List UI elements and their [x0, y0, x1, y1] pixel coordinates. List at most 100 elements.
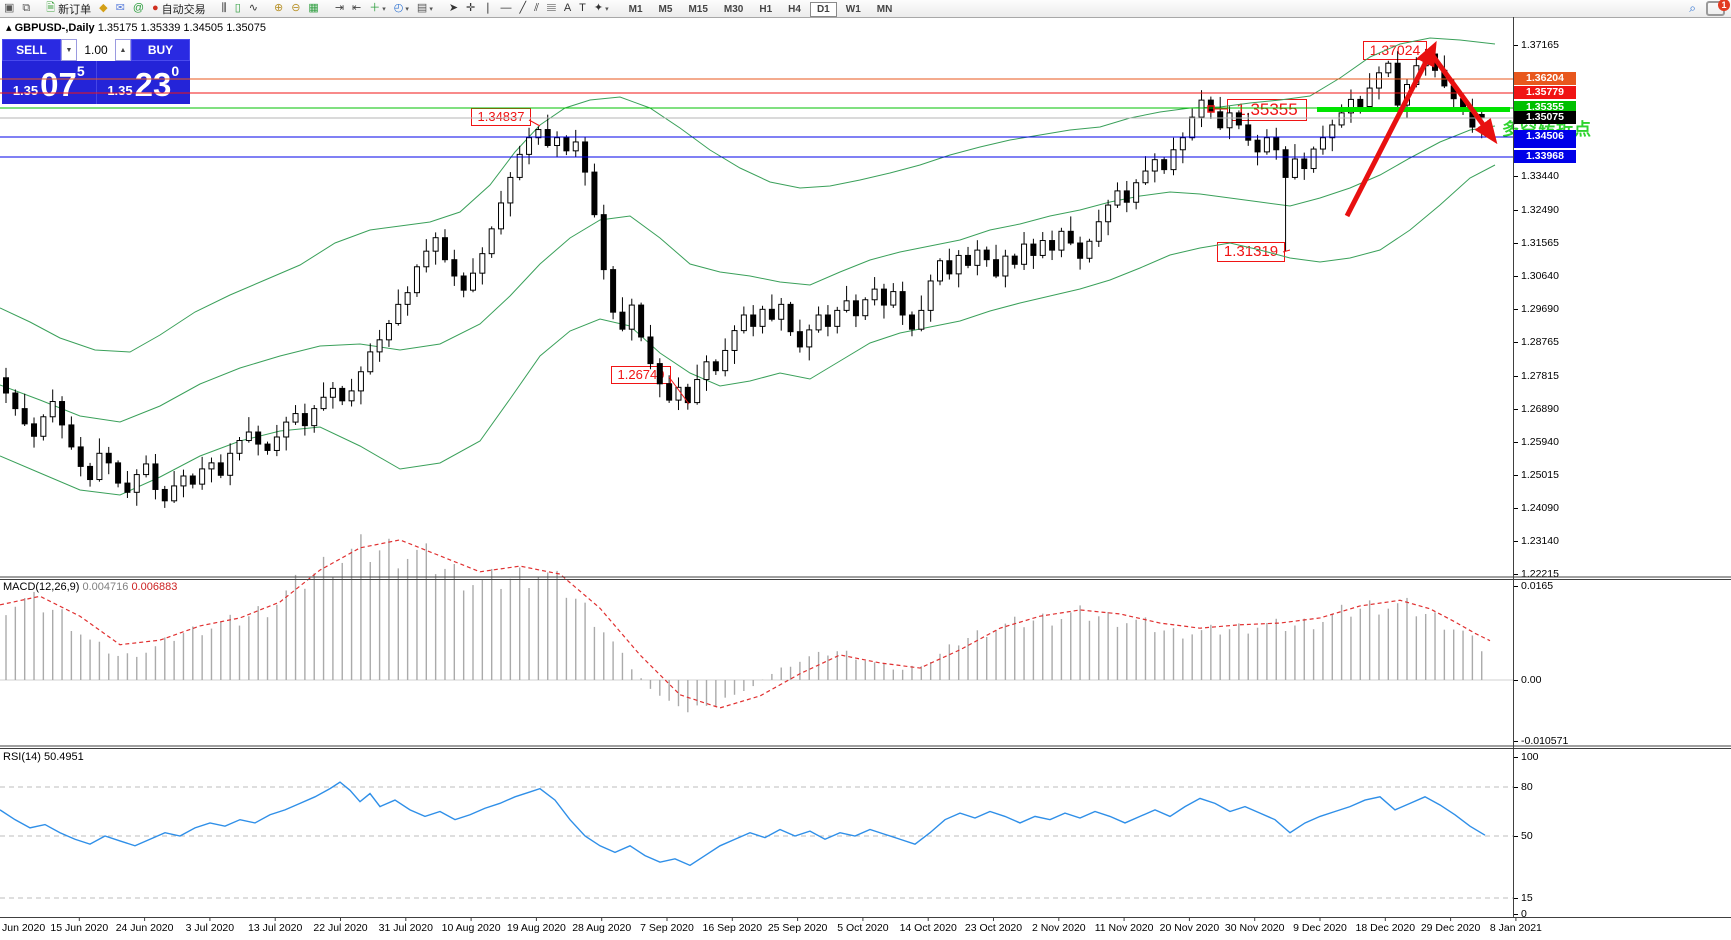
volume-decrease-button[interactable]: ▼: [61, 39, 77, 61]
axis-tick-label: 1.27815: [1521, 370, 1559, 382]
macd-signal-value: 0.006883: [131, 581, 178, 593]
indicators-icon[interactable]: ＋ ▾: [366, 1, 389, 16]
horizontal-line-icon[interactable]: —: [497, 1, 514, 16]
chart-shift-icon[interactable]: ⇥: [332, 1, 347, 16]
bull-candle: [1142, 170, 1149, 184]
templates-icon[interactable]: ▤ ▾: [414, 1, 436, 16]
bull-candle: [320, 396, 327, 410]
date-label: 9 Dec 2020: [1293, 922, 1347, 934]
sell-button[interactable]: SELL: [2, 39, 61, 61]
bid-price[interactable]: 1.35 07 5: [2, 61, 96, 104]
timeframe-m1[interactable]: M1: [628, 3, 643, 15]
bear-candle: [880, 288, 887, 306]
timeframe-w1[interactable]: W1: [845, 3, 861, 15]
window-icon[interactable]: ▣: [1, 1, 17, 16]
axis-tick-mark: [1513, 586, 1518, 587]
bear-candle: [1478, 113, 1485, 119]
bar-chart-icon[interactable]: ⫼: [219, 1, 230, 16]
bull-candle: [815, 314, 822, 331]
axis-tick-label: 1.31565: [1521, 237, 1559, 249]
dropdown-arrow-icon: ▾: [605, 5, 609, 13]
price-badge: 1.35355: [1514, 101, 1576, 114]
ask-price-pip: 0: [171, 63, 180, 79]
axis-tick-mark: [1513, 309, 1518, 310]
volume-increase-button[interactable]: ▲: [115, 39, 131, 61]
axis-tick-label: 1.25940: [1521, 436, 1559, 448]
timeframe-m15[interactable]: M15: [688, 3, 708, 15]
price-annotation: 1.31319: [1217, 242, 1285, 262]
axis-tick-mark: [1513, 442, 1518, 443]
price-badge: [1514, 143, 1576, 148]
bear-candle: [619, 311, 626, 330]
bull-candle: [572, 141, 579, 152]
volume-input[interactable]: 1.00: [77, 39, 115, 61]
trendline-icon[interactable]: ╱: [516, 1, 529, 16]
bull-candle: [208, 462, 215, 470]
autotrading-icon[interactable]: ● 自动交易: [149, 1, 209, 16]
zoom-out-icon[interactable]: ⊖: [288, 1, 303, 16]
bear-candle: [946, 260, 953, 275]
tag-icon[interactable]: ◆: [96, 1, 110, 16]
timeframe-mn[interactable]: MN: [876, 3, 893, 15]
bear-candle: [105, 452, 112, 464]
bear-candle: [339, 387, 346, 402]
zoom-in-icon[interactable]: ⊕: [271, 1, 286, 16]
axis-tick-label: 15: [1521, 892, 1533, 904]
search-icon[interactable]: ⌕: [1689, 1, 1696, 15]
vertical-line-icon[interactable]: ❘: [480, 1, 495, 16]
bear-candle: [1217, 111, 1224, 129]
bear-candle: [544, 129, 551, 147]
fibonacci-icon[interactable]: 𝄙: [544, 1, 559, 16]
ask-price[interactable]: 1.35 23 0: [97, 61, 191, 104]
auto-scroll-icon[interactable]: ⇤: [349, 1, 364, 16]
buy-button[interactable]: BUY: [131, 39, 190, 61]
axis-tick-mark: [1513, 210, 1518, 211]
bear-candle: [1161, 159, 1168, 171]
bull-candle: [535, 129, 542, 139]
date-label: 20 Nov 2020: [1159, 922, 1220, 934]
timeframe-m5[interactable]: M5: [658, 3, 673, 15]
tile-windows-icon[interactable]: ▦: [305, 1, 321, 16]
cursor-icon: ➤: [448, 2, 459, 14]
candlestick-chart-icon[interactable]: ▯: [232, 1, 244, 16]
bull-candle: [722, 349, 729, 372]
timeframe-d1[interactable]: D1: [809, 1, 837, 17]
axis-tick-mark: [1513, 243, 1518, 244]
equidistant-channel-icon[interactable]: ⫽: [531, 1, 542, 16]
timeframe-h1[interactable]: H1: [759, 3, 773, 15]
arrows-icon[interactable]: ✦ ▾: [591, 1, 612, 16]
bull-candle: [759, 308, 766, 327]
bear-candle: [1077, 242, 1084, 259]
new-order-icon[interactable]: 🗎 新订单: [43, 1, 94, 16]
timeframe-m30[interactable]: M30: [723, 3, 744, 15]
bear-candle: [161, 488, 168, 502]
line-chart-icon[interactable]: ∿: [246, 1, 261, 16]
chart-preview-icon[interactable]: ⧉: [19, 1, 33, 16]
axis-tick-mark: [1513, 409, 1518, 410]
dropdown-arrow-icon: ▾: [429, 5, 433, 13]
crosshair-icon[interactable]: ✛: [463, 1, 478, 16]
bull-candle: [1170, 149, 1177, 171]
axis-tick-label: 1.32490: [1521, 204, 1559, 216]
bull-candle: [703, 361, 710, 381]
news-icon[interactable]: @: [130, 1, 147, 16]
bear-candle: [647, 336, 654, 365]
text-icon[interactable]: A: [561, 1, 574, 16]
timeframe-h4[interactable]: H4: [788, 3, 801, 15]
annotation-connector: [668, 376, 690, 405]
chat-icon[interactable]: 1: [1706, 0, 1730, 16]
date-label: 24 Jun 2020: [115, 922, 174, 934]
bull-candle: [1263, 137, 1270, 153]
toolbar-right: ⌕ 1: [1689, 0, 1731, 16]
bull-candle: [955, 254, 962, 275]
cursor-icon[interactable]: ➤: [446, 1, 461, 16]
bull-candle: [834, 309, 841, 327]
dropdown-arrow-icon: ▾: [405, 5, 409, 13]
mailbox-icon[interactable]: ✉: [113, 1, 128, 16]
periods-icon[interactable]: ◴ ▾: [391, 1, 412, 16]
axis-tick-mark: [1513, 680, 1518, 681]
price-badge: 1.35075: [1514, 111, 1576, 124]
text-label-icon[interactable]: T: [576, 1, 589, 16]
trend-arrow-up: [1344, 40, 1437, 218]
